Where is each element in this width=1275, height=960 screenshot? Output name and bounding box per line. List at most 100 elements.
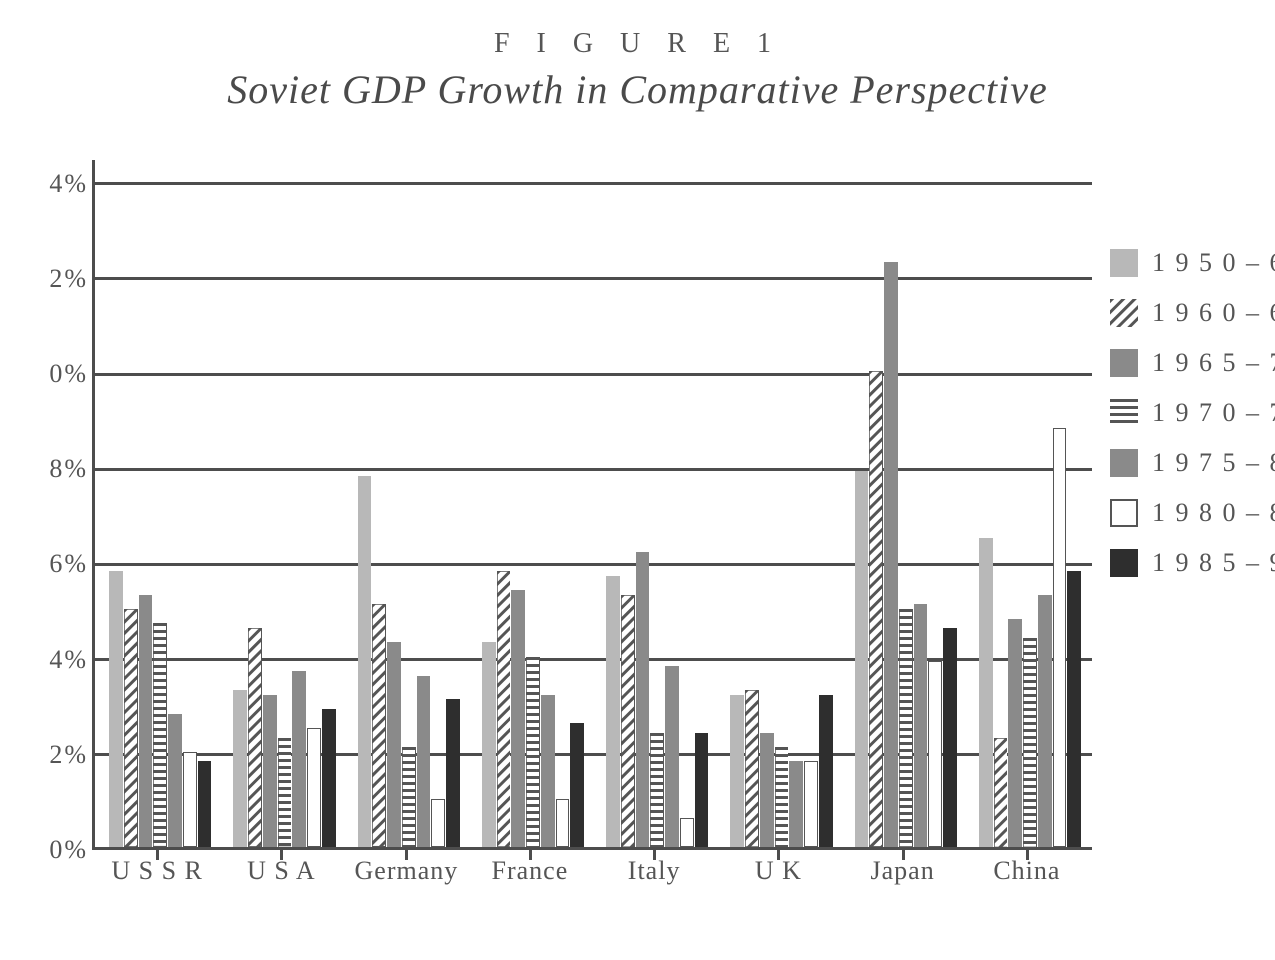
x-category-label: U K xyxy=(727,856,829,886)
bar xyxy=(819,695,833,847)
legend-label: 1 9 7 5 – 8 xyxy=(1152,448,1275,478)
bar xyxy=(168,714,182,847)
y-tick-label: 2% xyxy=(20,740,88,770)
legend-swatch xyxy=(1110,299,1138,327)
x-category-label: Japan xyxy=(852,856,954,886)
legend-item: 1 9 6 5 – 7 xyxy=(1110,348,1275,378)
x-category-label: China xyxy=(976,856,1078,886)
bar xyxy=(387,642,401,847)
bar xyxy=(760,733,774,847)
legend: 1 9 5 0 – 6 1 9 6 0 – 6 1 9 6 5 – 7 1 9 7 0… xyxy=(1110,248,1275,598)
bar xyxy=(183,752,197,847)
x-category-label: Germany xyxy=(355,856,457,886)
bar xyxy=(650,733,664,847)
bar xyxy=(1053,428,1067,847)
bar xyxy=(606,576,620,847)
bar xyxy=(855,471,869,847)
bar xyxy=(745,690,759,847)
y-tick-label: 2% xyxy=(20,264,88,294)
legend-item: 1 9 5 0 – 6 xyxy=(1110,248,1275,278)
legend-swatch xyxy=(1110,249,1138,277)
legend-item: 1 9 7 5 – 8 xyxy=(1110,448,1275,478)
bar xyxy=(322,709,336,847)
bar xyxy=(446,699,460,847)
legend-swatch xyxy=(1110,499,1138,527)
bar xyxy=(139,595,153,847)
gridline xyxy=(95,563,1092,566)
bar xyxy=(248,628,262,847)
bar xyxy=(899,609,913,847)
y-tick-label: 8% xyxy=(20,454,88,484)
legend-swatch xyxy=(1110,449,1138,477)
bar xyxy=(526,657,540,847)
plot-area xyxy=(92,160,1092,850)
bar xyxy=(198,761,212,847)
legend-label: 1 9 8 5 – 9 xyxy=(1152,548,1275,578)
bar xyxy=(680,818,694,847)
gridline xyxy=(95,277,1092,280)
bar xyxy=(417,676,431,847)
bar xyxy=(1008,619,1022,847)
bar xyxy=(775,747,789,847)
bar xyxy=(1067,571,1081,847)
bar xyxy=(263,695,277,847)
legend-swatch xyxy=(1110,399,1138,427)
figure-title: Soviet GDP Growth in Comparative Perspec… xyxy=(0,66,1275,113)
y-tick-label: 0% xyxy=(20,835,88,865)
x-category-label: France xyxy=(479,856,581,886)
legend-label: 1 9 7 0 – 7 xyxy=(1152,398,1275,428)
legend-item: 1 9 6 0 – 6 xyxy=(1110,298,1275,328)
bar xyxy=(292,671,306,847)
y-tick-label: 4% xyxy=(20,645,88,675)
bar xyxy=(482,642,496,847)
bar xyxy=(124,609,138,847)
bar xyxy=(372,604,386,847)
bar xyxy=(358,476,372,847)
legend-item: 1 9 7 0 – 7 xyxy=(1110,398,1275,428)
figure-number: F I G U R E 1 xyxy=(0,28,1275,60)
bar xyxy=(730,695,744,847)
legend-item: 1 9 8 5 – 9 xyxy=(1110,548,1275,578)
y-tick-label: 4% xyxy=(20,169,88,199)
bar xyxy=(1023,638,1037,847)
bar xyxy=(431,799,445,847)
bar xyxy=(153,623,167,847)
legend-label: 1 9 8 0 – 8 xyxy=(1152,498,1275,528)
y-tick-label: 6% xyxy=(20,549,88,579)
legend-label: 1 9 5 0 – 6 xyxy=(1152,248,1275,278)
bar xyxy=(994,738,1008,847)
bar xyxy=(804,761,818,847)
bar xyxy=(541,695,555,847)
bar xyxy=(278,738,292,847)
legend-label: 1 9 6 0 – 6 xyxy=(1152,298,1275,328)
gridline xyxy=(95,182,1092,185)
legend-label: 1 9 6 5 – 7 xyxy=(1152,348,1275,378)
figure-page: F I G U R E 1 Soviet GDP Growth in Compa… xyxy=(0,0,1275,960)
gridline xyxy=(95,468,1092,471)
bar xyxy=(621,595,635,847)
bar xyxy=(402,747,416,847)
y-tick-label: 0% xyxy=(20,359,88,389)
bar xyxy=(636,552,650,847)
bar xyxy=(928,661,942,847)
bar xyxy=(570,723,584,847)
bar xyxy=(307,728,321,847)
bar xyxy=(511,590,525,847)
bar xyxy=(665,666,679,847)
bar xyxy=(556,799,570,847)
legend-item: 1 9 8 0 – 8 xyxy=(1110,498,1275,528)
bar xyxy=(695,733,709,847)
chart: 1 9 5 0 – 61 9 6 0 – 61 9 6 5 – 71 9 7 0… xyxy=(20,160,1260,920)
gridline xyxy=(95,373,1092,376)
bar xyxy=(884,262,898,847)
bar xyxy=(109,571,123,847)
x-category-label: U S S R xyxy=(106,856,208,886)
x-category-label: Italy xyxy=(603,856,705,886)
bar xyxy=(789,761,803,847)
bar xyxy=(869,371,883,847)
bar xyxy=(979,538,993,847)
x-category-label: U S A xyxy=(230,856,332,886)
bar xyxy=(914,604,928,847)
bar xyxy=(943,628,957,847)
legend-swatch xyxy=(1110,549,1138,577)
